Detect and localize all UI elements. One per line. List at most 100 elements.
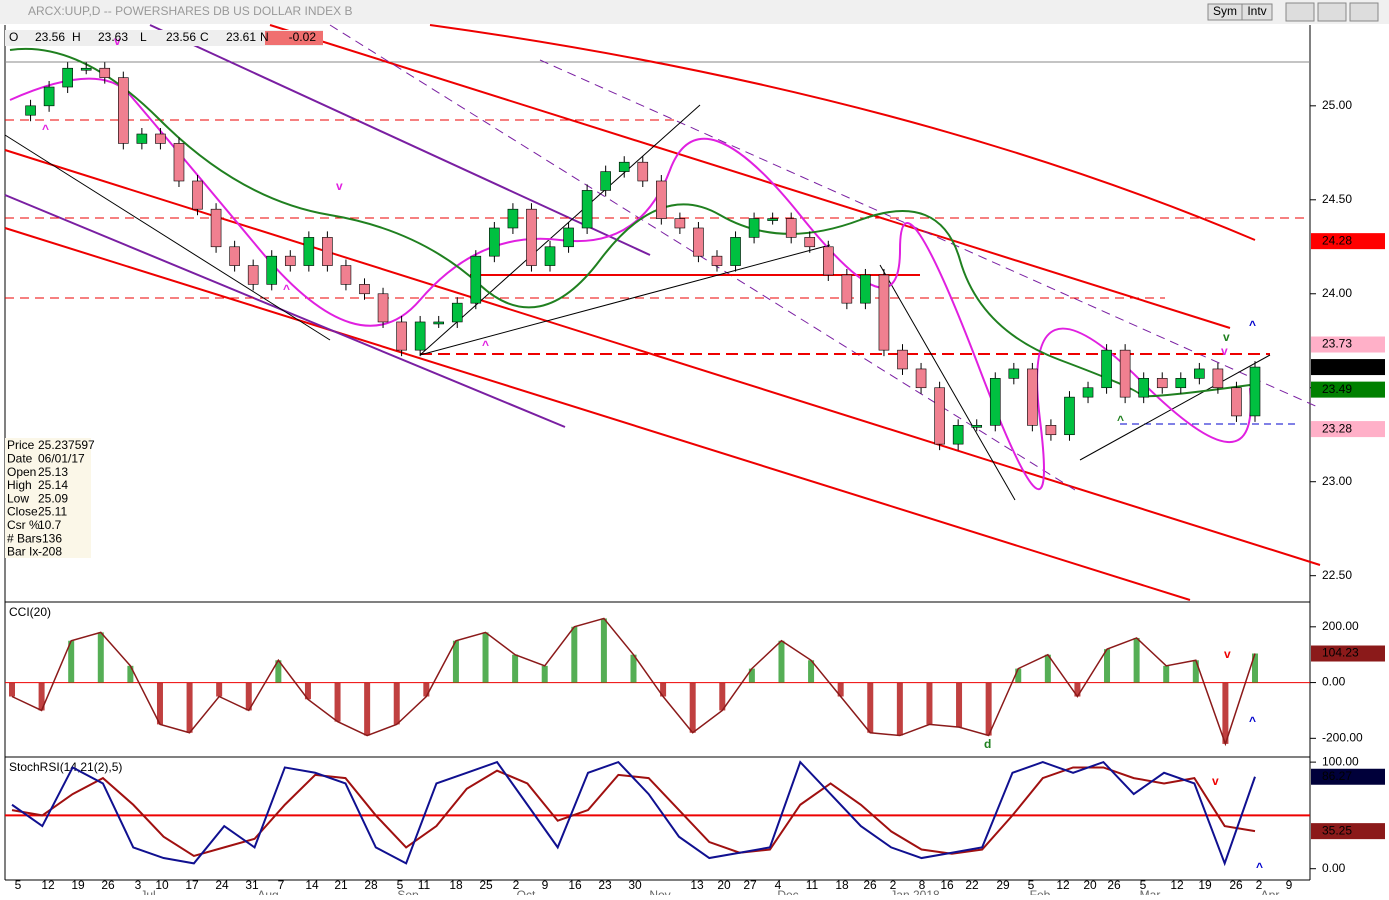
cci-bar xyxy=(1222,682,1229,744)
annotation: v xyxy=(1221,344,1228,358)
info-value: 25.237597 xyxy=(38,438,95,452)
x-tick-label: 18 xyxy=(835,878,849,892)
candle xyxy=(247,265,259,285)
month-label: Nov xyxy=(649,888,670,895)
annotation: ^ xyxy=(42,122,49,136)
cci-bar xyxy=(393,682,400,725)
annotation: ^ xyxy=(1249,714,1256,728)
info-key: # Bars xyxy=(7,531,42,545)
quote-key: L xyxy=(140,30,147,44)
y-tick-label: 0.00 xyxy=(1322,675,1346,689)
month-label: Apr xyxy=(1261,888,1280,895)
cci-bar xyxy=(778,640,785,683)
cci-bar xyxy=(156,682,163,725)
annotation: d xyxy=(984,737,991,751)
candle xyxy=(62,67,73,88)
trend-line xyxy=(419,244,831,356)
channel-line xyxy=(4,227,1191,601)
cci-bar xyxy=(689,682,696,733)
quote-key: C xyxy=(200,30,209,44)
price-marker xyxy=(1311,359,1385,376)
x-tick-label: 22 xyxy=(965,878,979,892)
x-tick-label: 19 xyxy=(71,878,85,892)
x-tick-label: 14 xyxy=(305,878,319,892)
x-tick-label: 10 xyxy=(155,878,169,892)
candle xyxy=(618,161,630,172)
cci-bar xyxy=(364,682,371,736)
annotation: v xyxy=(114,34,121,48)
x-tick-label: 25 xyxy=(479,878,493,892)
quote-value: 23.56 xyxy=(166,30,196,44)
mid-average xyxy=(9,47,1251,398)
purple-line xyxy=(4,194,566,428)
candle xyxy=(266,255,278,285)
candle xyxy=(470,255,482,304)
x-tick-label: 12 xyxy=(41,878,55,892)
y-tick-label: 0.00 xyxy=(1322,861,1346,875)
x-tick-label: 19 xyxy=(1198,878,1212,892)
price-marker-label: 23.61 xyxy=(1322,359,1352,373)
sym-label[interactable]: Sym xyxy=(1213,4,1237,18)
x-tick-label: 11 xyxy=(806,878,819,892)
stoch-marker xyxy=(1311,768,1385,785)
intv-label[interactable]: Intv xyxy=(1247,4,1266,18)
candle xyxy=(136,133,148,144)
x-tick-label: 20 xyxy=(1083,878,1097,892)
cci-bar xyxy=(1163,665,1170,683)
maximize-button[interactable] xyxy=(1317,2,1347,22)
candle xyxy=(1027,368,1038,426)
cci-bar xyxy=(1133,637,1140,683)
info-key: Open xyxy=(7,465,36,479)
cci-bar xyxy=(127,665,134,683)
candle xyxy=(451,302,463,323)
candle xyxy=(767,218,778,221)
candle xyxy=(600,171,611,191)
x-tick-label: 13 xyxy=(690,878,704,892)
annotation: ^ xyxy=(482,338,489,352)
candle xyxy=(526,208,537,266)
candle xyxy=(693,227,704,257)
x-tick-label: 18 xyxy=(449,878,463,892)
trend-line xyxy=(879,264,1016,501)
intv-button[interactable] xyxy=(1241,3,1273,21)
annotation: v xyxy=(336,179,343,193)
month-label: Jan 2018 xyxy=(890,888,940,895)
cci-bar xyxy=(304,682,311,700)
cci-bar xyxy=(1015,668,1022,683)
trend-line xyxy=(4,134,331,341)
cci-bar xyxy=(1104,649,1111,683)
minimize-button[interactable] xyxy=(1285,2,1315,22)
candle xyxy=(971,425,983,428)
candle xyxy=(730,237,741,266)
candle xyxy=(1082,387,1094,398)
candle xyxy=(1064,396,1075,436)
candle xyxy=(563,227,574,248)
cci-bar xyxy=(837,682,844,697)
y-tick-label: 200.00 xyxy=(1322,619,1359,633)
month-label: Mar xyxy=(1140,888,1161,895)
close-button[interactable] xyxy=(1349,2,1379,22)
candle xyxy=(192,180,203,210)
cci-bar xyxy=(748,668,755,683)
month-label: Dec xyxy=(777,888,798,895)
price-axis xyxy=(1310,25,1389,895)
info-key: Close xyxy=(7,505,38,519)
cci-bar xyxy=(896,682,903,736)
cci-bar xyxy=(245,682,252,711)
candle xyxy=(656,180,667,219)
cci-bar xyxy=(926,682,933,725)
annotation: v xyxy=(1212,774,1219,788)
info-key: High xyxy=(7,478,32,492)
quote-value: -0.02 xyxy=(289,30,317,44)
cci-bar xyxy=(452,640,459,683)
info-background xyxy=(5,438,91,558)
info-key: Date xyxy=(7,451,33,465)
y-tick-label: 100.00 xyxy=(1322,754,1359,768)
month-label: Feb xyxy=(1030,888,1051,895)
cci-bar xyxy=(630,654,637,683)
info-key: Csr % xyxy=(7,518,40,532)
candle xyxy=(934,387,945,445)
x-tick-label: 5 xyxy=(1028,878,1035,892)
